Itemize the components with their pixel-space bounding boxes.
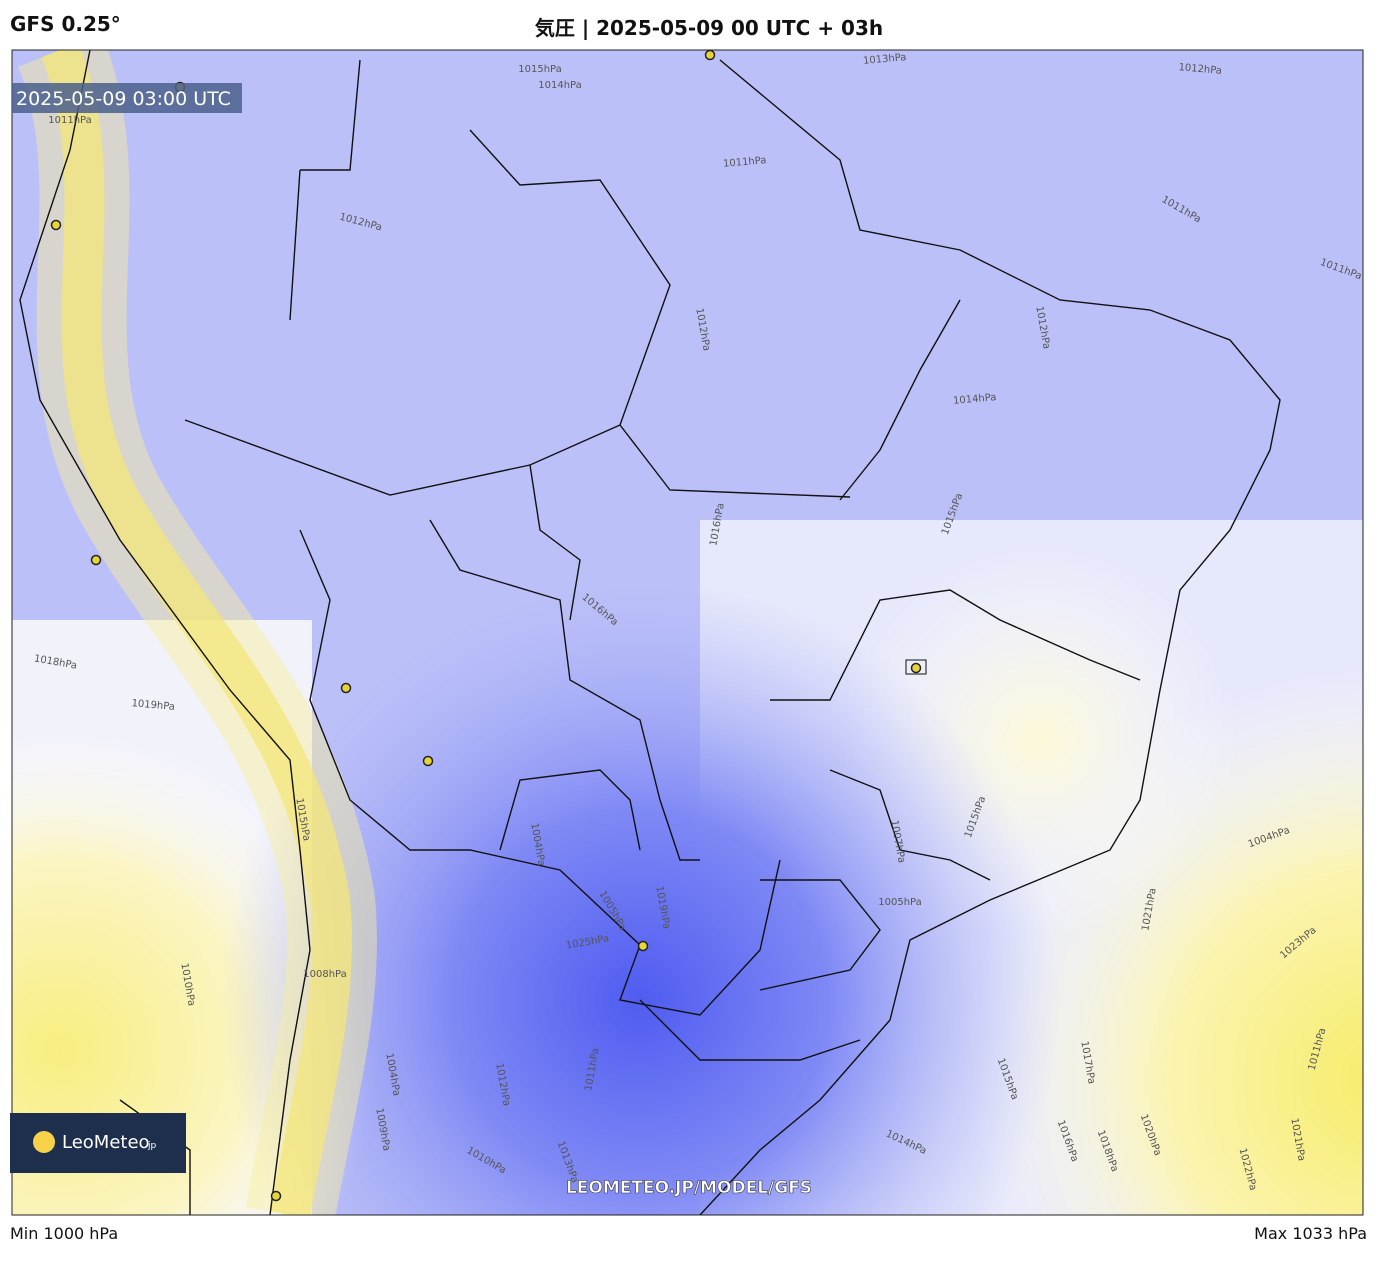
contour-label: 1008hPa xyxy=(303,969,347,980)
map-field: 1015hPa1014hPa1013hPa1012hPa1011hPa1012h… xyxy=(12,50,1363,1215)
model-name: GFS 0.25° xyxy=(10,12,121,36)
contour-label: 1012hPa xyxy=(1178,62,1222,77)
contour-label: 1014hPa xyxy=(538,80,582,91)
map-frame xyxy=(11,49,1364,1216)
watermark: LEOMETEO.JP/MODEL/GFS xyxy=(566,1178,812,1198)
title: 気圧 | 2025-05-09 00 UTC + 03h xyxy=(534,16,884,40)
timestamp-box xyxy=(12,83,242,113)
contour-label: 1019hPa xyxy=(131,698,175,713)
colorbar-min: Min 1000 hPa xyxy=(10,1224,118,1243)
contour-label: 1013hPa xyxy=(863,52,907,67)
contour-label: 1011hPa xyxy=(723,155,767,170)
contour-label: 1015hPa xyxy=(518,64,562,75)
contour-label: 1011hPa xyxy=(48,115,92,126)
colorbar-max: Max 1033 hPa xyxy=(1254,1224,1367,1243)
logo-suffix: jp xyxy=(147,1141,157,1151)
contour-label: 1014hPa xyxy=(953,392,997,407)
timestamp: 2025-05-09 03:00 UTC xyxy=(16,88,231,110)
contour-label: 1005hPa xyxy=(878,897,922,908)
logo: LeoMeteo xyxy=(62,1132,150,1153)
logo-sun xyxy=(33,1131,55,1153)
